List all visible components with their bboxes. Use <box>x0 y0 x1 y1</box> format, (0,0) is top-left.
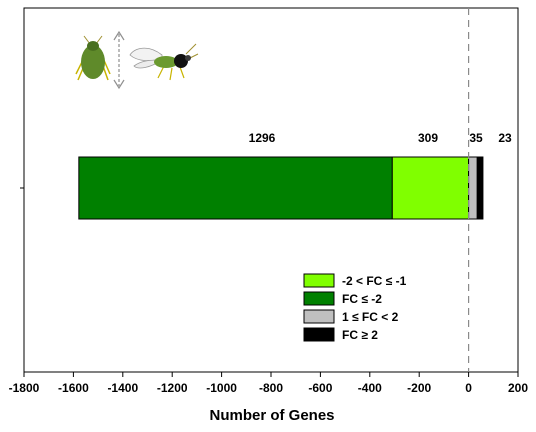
legend-swatch-3 <box>303 327 335 342</box>
legend-label-0: -2 < FC ≤ -1 <box>342 274 407 288</box>
data-labels: 1296 309 35 23 <box>249 131 512 145</box>
data-label-2: 35 <box>469 131 483 145</box>
x-tick-label: -600 <box>308 381 332 395</box>
data-label-0: 1296 <box>249 131 276 145</box>
legend-swatch-1 <box>303 291 335 306</box>
legend-label-2: 1 ≤ FC < 2 <box>342 310 399 324</box>
x-tick-label: -1800 <box>9 381 40 395</box>
x-tick-label: -400 <box>358 381 382 395</box>
bar-segment-0 <box>78 156 393 220</box>
winged-aphid-icon <box>129 43 199 81</box>
x-axis-title: Number of Genes <box>209 407 334 424</box>
x-axis-ticks: -1800 -1600 -1400 -1200 -1000 -800 -600 -400 -20… <box>9 372 528 395</box>
wingless-aphid-icon <box>75 35 111 81</box>
x-tick-label: -1600 <box>58 381 89 395</box>
bar-segment-3 <box>476 156 484 220</box>
x-tick-label: 200 <box>508 381 528 395</box>
double-arrow-icon <box>113 30 125 90</box>
legend: -2 < FC ≤ -1 FC ≤ -2 1 ≤ FC < 2 FC ≥ 2 <box>303 273 407 342</box>
legend-label-1: FC ≤ -2 <box>342 292 382 306</box>
x-tick-label: -200 <box>407 381 431 395</box>
legend-swatch-2 <box>303 309 335 324</box>
x-tick-label: 0 <box>465 381 472 395</box>
data-label-1: 309 <box>418 131 438 145</box>
bar-segment-2 <box>468 156 478 220</box>
x-tick-label: -1000 <box>206 381 237 395</box>
x-tick-label: -800 <box>259 381 283 395</box>
bar-segments <box>78 156 484 220</box>
data-label-3: 23 <box>498 131 512 145</box>
x-tick-label: -1200 <box>157 381 188 395</box>
x-tick-label: -1400 <box>107 381 138 395</box>
legend-label-3: FC ≥ 2 <box>342 328 378 342</box>
aphid-illustration <box>75 30 199 90</box>
legend-swatch-0 <box>303 273 335 288</box>
bar-segment-1 <box>391 156 470 220</box>
